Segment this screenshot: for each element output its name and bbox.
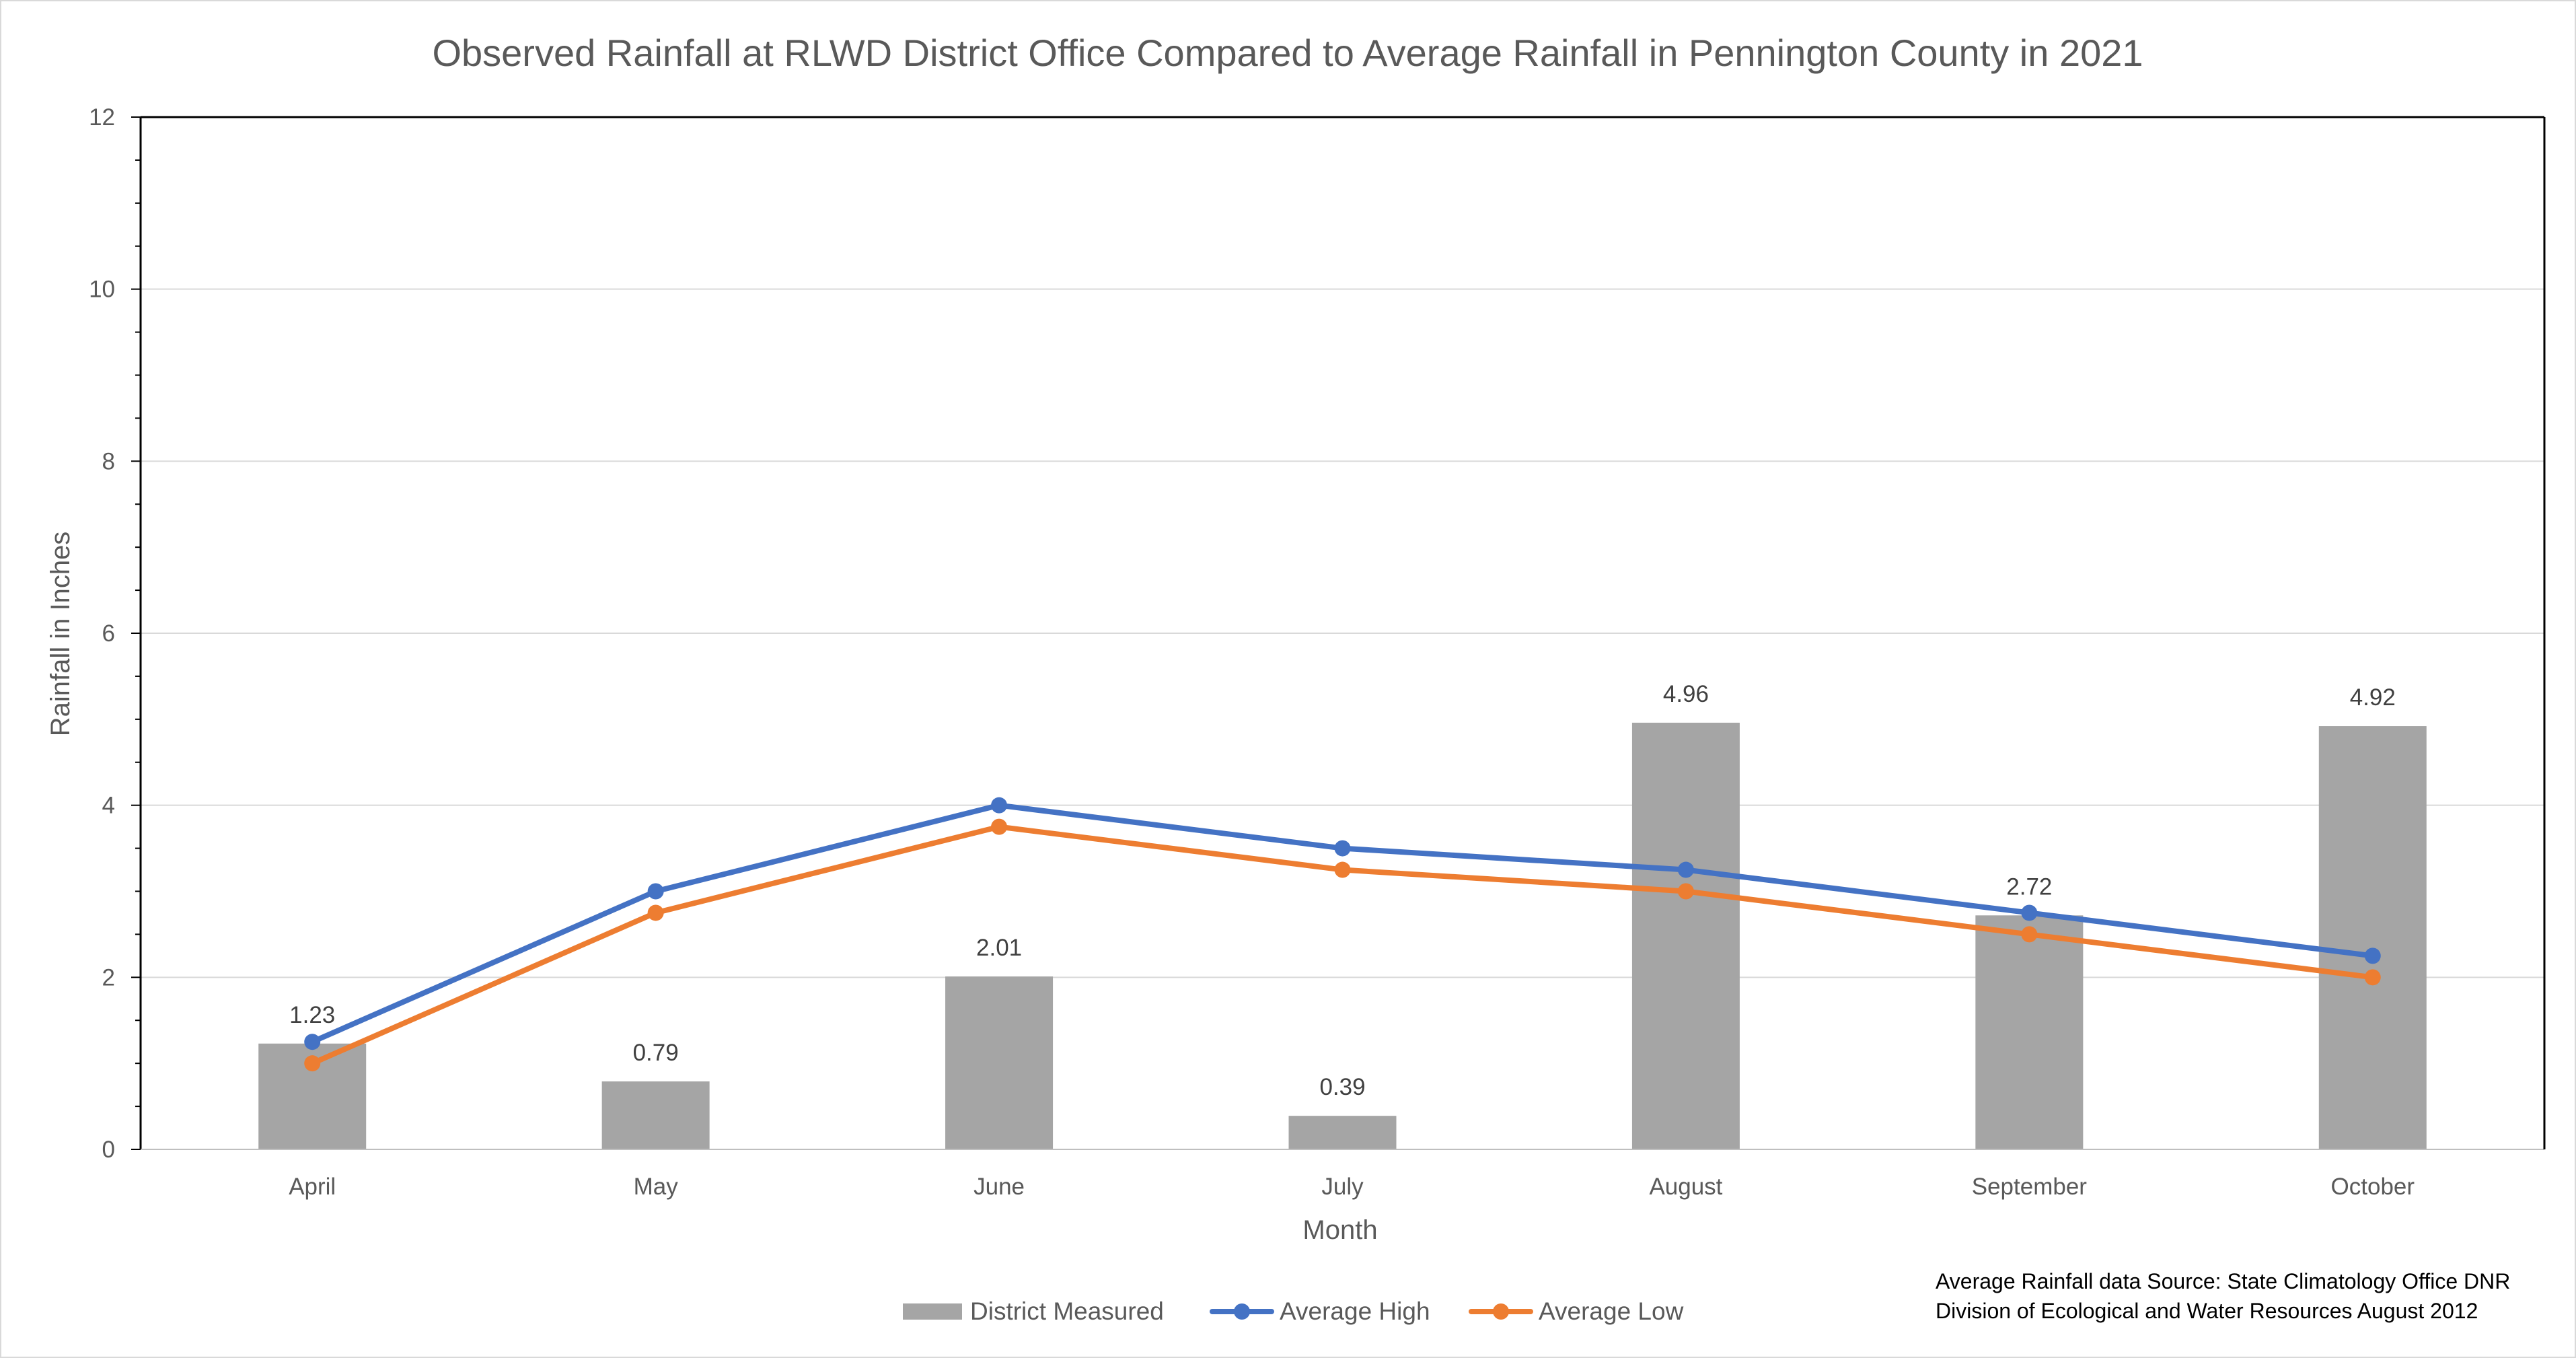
x-tick-label-may: May <box>634 1174 679 1200</box>
legend-label-average-high: Average High <box>1280 1297 1430 1325</box>
y-tick-label-8: 8 <box>102 448 115 474</box>
bar-data-label-april: 1.23 <box>289 1002 335 1028</box>
x-tick-label-october: October <box>2331 1174 2415 1200</box>
point-average-low-october <box>2364 969 2381 986</box>
bar-data-label-september: 2.72 <box>2006 873 2052 900</box>
bars <box>258 722 2427 1149</box>
legend-label-average-low: Average Low <box>1539 1297 1684 1325</box>
point-average-high-june <box>991 797 1008 814</box>
bar-october <box>2318 726 2427 1149</box>
x-tick-label-july: July <box>1321 1174 1364 1200</box>
x-axis-title: Month <box>1302 1215 1377 1245</box>
axes <box>131 116 2546 1150</box>
point-average-low-july <box>1334 861 1351 878</box>
bar-data-label-july: 0.39 <box>1319 1074 1365 1100</box>
y-tick-label-6: 6 <box>102 620 115 647</box>
point-average-high-july <box>1334 840 1351 857</box>
bar-september <box>1975 915 2084 1149</box>
y-tick-label-0: 0 <box>102 1137 115 1163</box>
line-series <box>304 797 2381 1072</box>
bar-july <box>1288 1116 1397 1149</box>
point-average-low-may <box>647 904 664 921</box>
y-axis-title: Rainfall in Inches <box>46 532 75 737</box>
y-tick-label-2: 2 <box>102 964 115 991</box>
bar-june <box>945 976 1054 1149</box>
point-average-low-june <box>991 818 1008 835</box>
x-tick-label-june: June <box>973 1174 1025 1200</box>
y-tick-label-4: 4 <box>102 793 115 819</box>
tick-labels: 0 2 4 6 8 10 12 April May June July August September… <box>89 104 2415 1200</box>
legend-marker-average-low <box>1493 1303 1509 1320</box>
bar-data-label-october: 4.92 <box>2350 684 2396 711</box>
bar-data-label-may: 0.79 <box>633 1040 679 1066</box>
bar-may <box>601 1081 710 1149</box>
bar-data-label-august: 4.96 <box>1663 681 1709 707</box>
point-average-high-september <box>2021 904 2038 921</box>
legend-swatch-district-measured <box>903 1303 962 1320</box>
point-average-high-april <box>304 1034 321 1050</box>
x-tick-label-april: April <box>289 1174 336 1200</box>
point-average-low-august <box>1677 883 1694 900</box>
source-note-line-2: Division of Ecological and Water Resourc… <box>1936 1299 2478 1323</box>
point-average-low-september <box>2021 926 2038 943</box>
legend-marker-average-high <box>1234 1303 1250 1320</box>
chart-title: Observed Rainfall at RLWD District Offic… <box>432 32 2143 74</box>
legend-label-district-measured: District Measured <box>970 1297 1164 1325</box>
y-tick-label-12: 12 <box>89 104 115 131</box>
bar-data-label-june: 2.01 <box>976 935 1022 961</box>
x-tick-label-september: September <box>1972 1174 2088 1200</box>
point-average-low-april <box>304 1055 321 1072</box>
bar-data-labels: 1.23 0.79 2.01 0.39 4.96 2.72 4.92 <box>289 681 2396 1100</box>
bar-august <box>1631 722 1740 1149</box>
point-average-high-august <box>1677 861 1694 878</box>
source-note-line-1: Average Rainfall data Source: State Clim… <box>1936 1269 2510 1293</box>
legend: District Measured Average High Average Low <box>903 1297 1684 1325</box>
x-tick-label-august: August <box>1649 1174 1722 1200</box>
y-tick-label-10: 10 <box>89 277 115 303</box>
point-average-high-october <box>2364 947 2381 964</box>
point-average-high-may <box>647 883 664 900</box>
